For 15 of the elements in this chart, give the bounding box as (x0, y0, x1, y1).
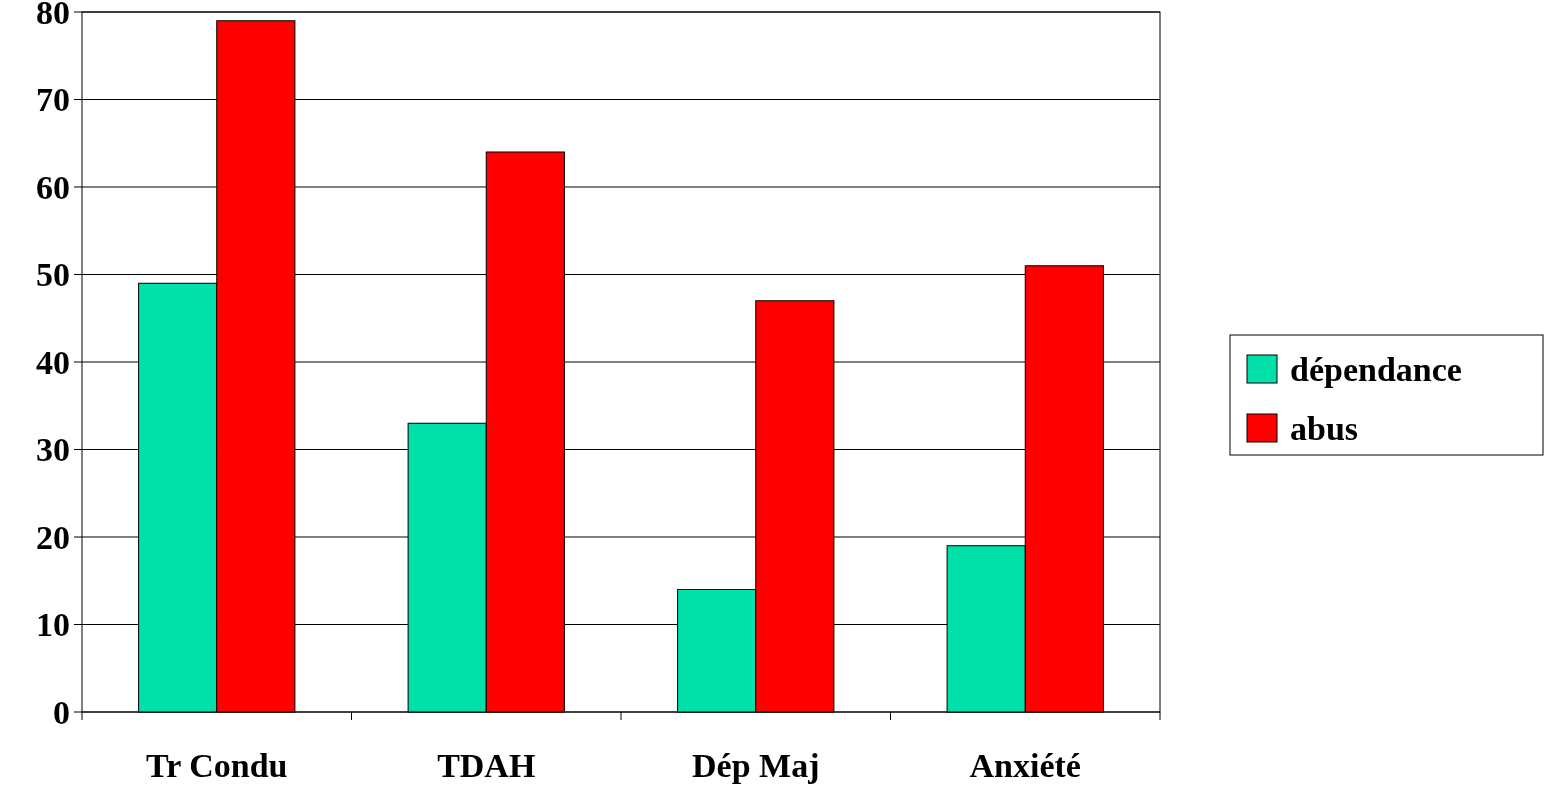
x-tick-label: Tr Condu (146, 747, 288, 784)
y-tick-label: 50 (36, 256, 70, 294)
y-tick-label: 60 (36, 168, 70, 206)
y-tick-label: 30 (36, 431, 70, 469)
y-tick-label: 40 (36, 343, 70, 381)
legend-label: abus (1290, 409, 1359, 447)
x-tick-label: Dép Maj (692, 747, 820, 784)
y-tick-label: 70 (36, 81, 70, 119)
y-tick-label: 20 (36, 518, 70, 556)
legend-label: dépendance (1290, 350, 1462, 388)
y-tick-label: 10 (36, 606, 70, 644)
y-tick-label: 80 (36, 0, 70, 31)
y-tick-label: 0 (53, 693, 70, 731)
x-tick-label: Anxiété (969, 747, 1081, 784)
x-tick-label: TDAH (437, 747, 536, 784)
